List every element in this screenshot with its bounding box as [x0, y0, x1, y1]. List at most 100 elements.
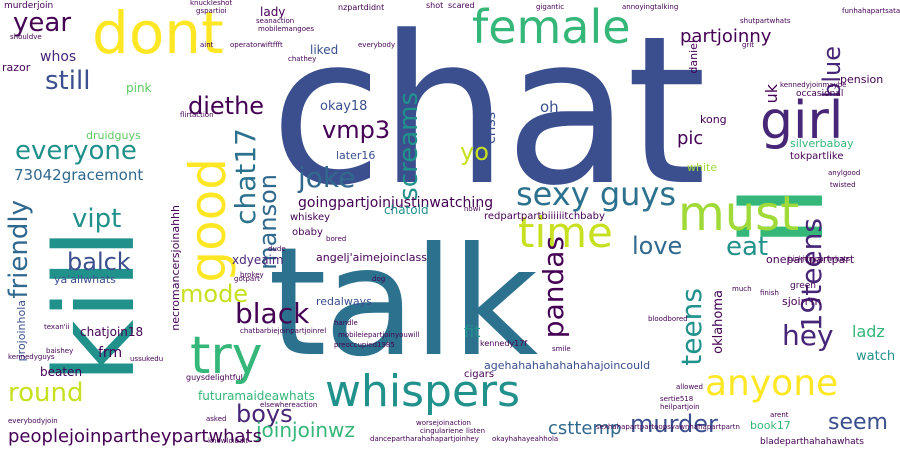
- word-frm: frm: [98, 345, 123, 361]
- word-murder: murder: [630, 410, 718, 438]
- word-listen: listen: [466, 427, 486, 435]
- word-elsewhere: elsewhereaction: [260, 401, 318, 409]
- word-goingpartjoinjustinwatching: goingpartjoinjustinwatching: [298, 195, 494, 211]
- word-screams: screams: [394, 92, 424, 201]
- word-dog: dog: [372, 275, 386, 283]
- word-watch: watch: [856, 349, 896, 364]
- word-shot: shot: [426, 1, 444, 10]
- word-must: must: [678, 186, 800, 242]
- word-whispers: whispers: [325, 366, 521, 417]
- word-dont: dont: [92, 0, 224, 67]
- word-grit: grit: [742, 41, 755, 49]
- word-futurama: futuramaideawhats: [198, 389, 315, 403]
- word-teens: teens: [675, 288, 708, 366]
- word-annoying: annoyingtalking: [622, 3, 679, 11]
- word-shutpart: shutpartwhats: [740, 17, 791, 25]
- word-gotpart: gotpart: [234, 275, 260, 283]
- word-druidguys: druidguys: [86, 129, 141, 142]
- word-kong: kong: [700, 113, 727, 126]
- word-everybodyjoin: everybodyjoin: [8, 417, 58, 425]
- word-female: female: [472, 0, 631, 54]
- word-love: love: [632, 232, 683, 260]
- word-chatold: chatold: [384, 203, 429, 217]
- word-ussukedu: ussukedu: [130, 355, 164, 363]
- word-try: try: [190, 326, 263, 386]
- word-kennedyjoin: kennedyjoinmaybe: [780, 81, 847, 89]
- word-occasional: occasional: [796, 89, 844, 99]
- word-pink: pink: [126, 81, 152, 95]
- word-daniel: daniel: [687, 40, 700, 74]
- word-fit: fit: [464, 322, 481, 341]
- word-green: green: [790, 281, 816, 291]
- word-sjoinm: sjoin'm: [782, 295, 822, 308]
- word-bloodbored: bloodbored: [648, 315, 688, 323]
- word-uk: uk: [762, 84, 781, 104]
- word-eat: eat: [726, 232, 769, 262]
- word-seem: seem: [828, 410, 888, 435]
- word-lady: lady: [260, 5, 286, 19]
- word-silverbaby: silverbabay: [790, 137, 854, 150]
- word-preoccupied: preoccupied1985: [334, 341, 395, 349]
- word-shouldve: shouldve: [10, 33, 42, 41]
- word-still: still: [45, 66, 91, 96]
- word-mobilejoin: mobileiepartjoinyouwill: [338, 331, 420, 339]
- word-redalways: redalways: [316, 295, 372, 308]
- word-good: good: [179, 158, 237, 283]
- word-guysdelightful: guysdelightful: [186, 373, 243, 382]
- word-brokey: brokey: [240, 271, 264, 279]
- word-allowed: allowed: [676, 383, 703, 391]
- word-anylgood: anylgood: [828, 169, 861, 177]
- word-gspartioi: gspartioi: [196, 7, 227, 15]
- word-cingular: cingulariene: [420, 427, 464, 435]
- word-balck: balck: [67, 248, 131, 276]
- word-twisted: twisted: [830, 181, 856, 189]
- word-mode: mode: [180, 280, 249, 308]
- word-pension: pension: [840, 73, 884, 86]
- word-sexhaha: sexhahapartpartoopsyawnhahapartpartn: [596, 423, 740, 431]
- word-nowi: nowi: [464, 205, 481, 213]
- word-ladz: ladz: [852, 322, 885, 341]
- word-black: black: [235, 297, 310, 330]
- word-peoplejoinpartheypartwhats: peoplejoinpartheypartwhats: [8, 426, 262, 447]
- word-whiskey: whiskey: [290, 212, 331, 223]
- word-gigantic: gigantic: [536, 3, 565, 11]
- word-scared: scared: [448, 1, 475, 10]
- word-white: white: [687, 161, 718, 174]
- word-flirtaction: flirtaction: [180, 111, 214, 119]
- word-everybody: everybody: [358, 41, 396, 49]
- word-tokpartlike: tokpartlike: [790, 151, 844, 162]
- word-finish: finish: [760, 289, 779, 297]
- word-anyone: anyone: [705, 363, 839, 404]
- word-knuckle: knuckleshot: [190, 0, 233, 7]
- word-friendly: friendly: [4, 200, 34, 299]
- word-seanaction: seanaction: [256, 17, 295, 25]
- word-cigars: cigars: [464, 369, 495, 380]
- word-knowlo: knowloibalt: [208, 437, 249, 445]
- word-agehahaha: agehahahahahahahajoincould: [484, 359, 651, 372]
- word-onepart: onepartpartpart: [766, 253, 855, 266]
- word-yaallwhats: ya'allwhats: [54, 273, 116, 286]
- word-baishey: baishey: [46, 347, 74, 355]
- word-partjoinny: partjoinny: [680, 26, 772, 47]
- word-kennedy17f: kennedy17f: [480, 339, 528, 348]
- word-angelj: angelj'aimejoinclass: [316, 251, 427, 264]
- word-yo: yo: [460, 138, 489, 166]
- word-sertie: sertie518: [660, 395, 694, 403]
- word-smile: smile: [552, 345, 571, 353]
- word-operator: operatorwiftffft: [230, 41, 283, 49]
- word-necromancers: necromancersjoinahhh: [169, 205, 182, 331]
- word-chatbarbie: chatbarbiejoinpartjoinrel: [240, 327, 327, 335]
- word-girl: girl: [760, 91, 844, 151]
- word-razor: razor: [2, 61, 31, 74]
- word-heilpart: heilpartjoin: [660, 403, 700, 411]
- word-diethe: diethe: [188, 92, 265, 120]
- word-boys: boys: [236, 400, 293, 428]
- word-okay18: okay18: [320, 99, 368, 114]
- word-pic: pic: [677, 128, 704, 149]
- word-xdyeaim: xdyeaim: [232, 253, 284, 267]
- word-criss: criss: [483, 112, 499, 144]
- word-whos: whos: [40, 49, 77, 65]
- word-arent: arent: [770, 411, 789, 419]
- word-texanii: texan'ii: [44, 323, 70, 331]
